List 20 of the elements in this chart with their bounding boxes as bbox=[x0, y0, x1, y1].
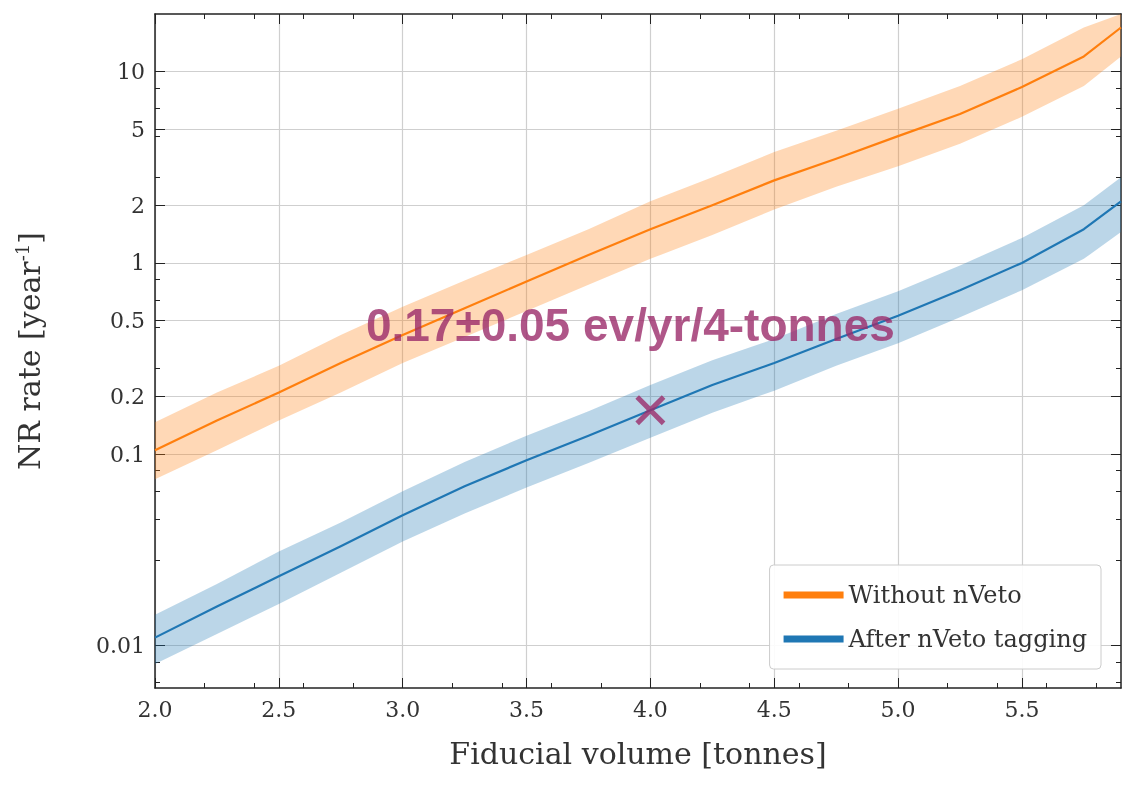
x-tick-label: 4.5 bbox=[756, 696, 792, 722]
x-tick-label: 5.5 bbox=[1004, 696, 1040, 722]
y-axis-title: NR rate [year-1] bbox=[11, 232, 47, 470]
y-tick-label: 0.01 bbox=[96, 633, 145, 659]
y-tick-label: 5 bbox=[131, 116, 145, 142]
x-tick-label: 5.0 bbox=[880, 696, 916, 722]
x-tick-label: 2.0 bbox=[137, 696, 173, 722]
x-tick-label: 4.0 bbox=[632, 696, 668, 722]
y-tick-label: 1 bbox=[131, 250, 145, 276]
y-tick-label: 0.1 bbox=[110, 441, 145, 467]
x-tick-label: 2.5 bbox=[261, 696, 297, 722]
x-tick-label: 3.5 bbox=[509, 696, 545, 722]
y-tick-label: 0.2 bbox=[110, 384, 145, 410]
legend-label: Without nVeto bbox=[848, 581, 1022, 609]
y-tick-label: 10 bbox=[117, 59, 145, 85]
y-tick-label: 2 bbox=[131, 192, 145, 218]
legend-label: After nVeto tagging bbox=[847, 625, 1088, 653]
x-tick-label: 3.0 bbox=[385, 696, 421, 722]
y-tick-label: 0.5 bbox=[110, 308, 145, 334]
x-axis-title: Fiducial volume [tonnes] bbox=[449, 735, 827, 771]
